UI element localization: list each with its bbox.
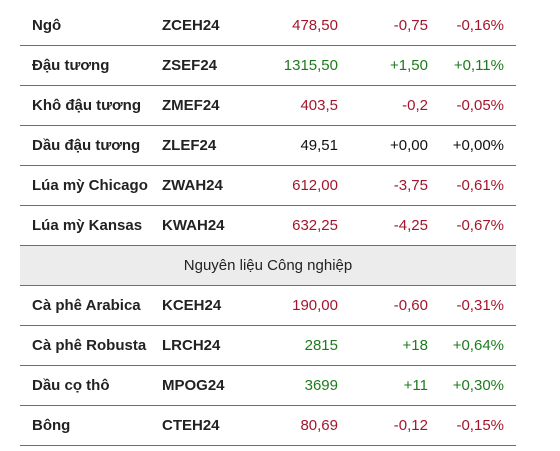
change-percent: +0,30% [452, 377, 504, 394]
change-value: +11 [403, 377, 428, 394]
price-value: 3699 [304, 377, 338, 394]
table-row: Cà phê Robusta LRCH24 2815 +18 +0,64% [20, 326, 516, 366]
table-row: Ngô ZCEH24 478,50 -0,75 -0,16% [20, 6, 516, 46]
price-value: 80,69 [300, 417, 338, 434]
contract-code: KWAH24 [162, 217, 225, 234]
contract-code: ZWAH24 [162, 177, 223, 194]
commodity-name: Lúa mỳ Chicago [32, 177, 148, 194]
section-title: Nguyên liệu Công nghiệp [183, 257, 353, 274]
contract-code: ZMEF24 [162, 97, 220, 114]
price-value: 190,00 [292, 297, 338, 314]
contract-code: CTEH24 [162, 417, 220, 434]
commodity-name: Khô đậu tương [32, 97, 142, 114]
table-row: Đậu tương ZSEF24 1315,50 +1,50 +0,11% [20, 46, 516, 86]
change-percent: -0,16% [456, 17, 504, 34]
change-value: -0,60 [393, 297, 428, 314]
change-percent: -0,31% [456, 297, 504, 314]
section-header: Nguyên liệu Công nghiệp [20, 246, 516, 286]
commodity-name: Lúa mỳ Kansas [32, 217, 143, 234]
change-percent: +0,11% [453, 57, 504, 74]
table-row: Dầu đậu tương ZLEF24 49,51 +0,00 +0,00% [20, 126, 516, 166]
change-value: -0,75 [393, 17, 428, 34]
price-value: 2815 [304, 337, 338, 354]
commodity-name: Dầu đậu tương [32, 137, 141, 154]
table-row: Khô đậu tương ZMEF24 403,5 -0,2 -0,05% [20, 86, 516, 126]
change-value: -0,2 [402, 97, 428, 114]
change-value: -3,75 [393, 177, 428, 194]
commodity-name: Bông [32, 417, 71, 434]
table-row: Cà phê Arabica KCEH24 190,00 -0,60 -0,31% [20, 286, 516, 326]
contract-code: ZCEH24 [162, 17, 220, 34]
change-percent: +0,64% [452, 337, 504, 354]
change-value: -4,25 [393, 217, 428, 234]
change-percent: +0,00% [452, 137, 504, 154]
table-row: Bông CTEH24 80,69 -0,12 -0,15% [20, 406, 516, 446]
change-percent: -0,67% [456, 217, 504, 234]
change-percent: -0,05% [456, 97, 504, 114]
commodity-name: Cà phê Arabica [32, 297, 141, 314]
price-value: 49,51 [300, 137, 338, 154]
contract-code: KCEH24 [162, 297, 222, 314]
change-value: +0,00 [390, 137, 428, 154]
table-row: Lúa mỳ Chicago ZWAH24 612,00 -3,75 -0,61% [20, 166, 516, 206]
change-value: +18 [402, 337, 428, 354]
change-percent: -0,15% [456, 417, 504, 434]
contract-code: MPOG24 [162, 377, 225, 394]
commodity-name: Dầu cọ thô [32, 377, 110, 394]
change-value: +1,50 [390, 57, 428, 74]
price-value: 403,5 [300, 97, 338, 114]
commodity-name: Cà phê Robusta [32, 337, 147, 354]
contract-code: ZLEF24 [162, 137, 217, 154]
price-value: 612,00 [292, 177, 338, 194]
price-value: 478,50 [292, 17, 338, 34]
change-percent: -0,61% [456, 177, 504, 194]
commodity-name: Ngô [32, 17, 62, 34]
table-row: Dầu cọ thô MPOG24 3699 +11 +0,30% [20, 366, 516, 406]
table-row: Lúa mỳ Kansas KWAH24 632,25 -4,25 -0,67% [20, 206, 516, 246]
price-value: 632,25 [292, 217, 338, 234]
commodity-name: Đậu tương [32, 57, 110, 74]
change-value: -0,12 [393, 417, 428, 434]
contract-code: LRCH24 [162, 337, 221, 354]
contract-code: ZSEF24 [162, 57, 218, 74]
price-value: 1315,50 [283, 57, 338, 74]
